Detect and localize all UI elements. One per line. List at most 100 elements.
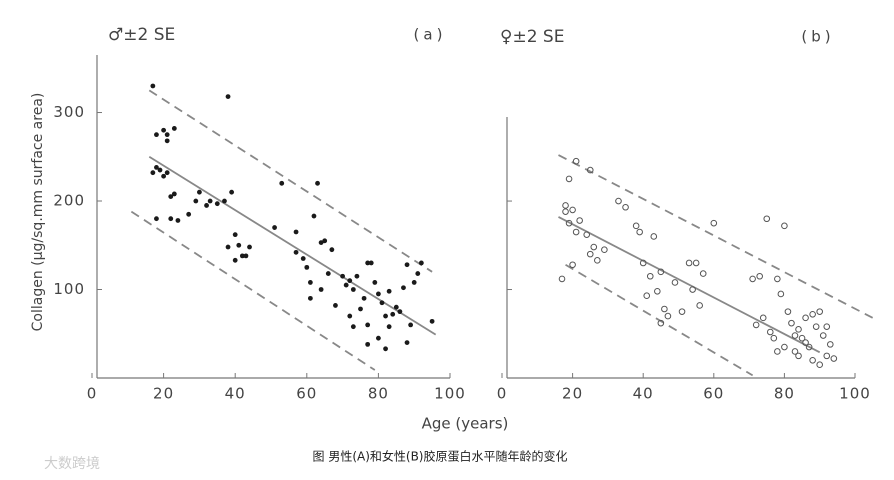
point	[774, 275, 781, 283]
y-tick-label: 300	[53, 103, 85, 121]
point	[186, 211, 192, 217]
point	[318, 240, 324, 246]
point	[565, 175, 573, 183]
point	[586, 166, 594, 174]
point	[784, 308, 792, 315]
panel-title: ♂±2 SE	[108, 25, 175, 45]
point	[788, 319, 795, 327]
point	[795, 352, 802, 360]
point	[150, 83, 156, 89]
point	[379, 300, 385, 306]
point	[826, 341, 834, 348]
point	[225, 244, 231, 250]
point	[791, 348, 799, 355]
point	[594, 257, 601, 264]
point	[272, 225, 277, 230]
point	[376, 291, 381, 297]
point	[232, 257, 238, 263]
point	[819, 332, 827, 339]
x-tick-label: 100	[434, 385, 466, 403]
point	[207, 198, 213, 204]
point	[569, 261, 576, 269]
point	[386, 288, 392, 294]
point	[193, 198, 199, 204]
point	[756, 272, 763, 280]
point	[671, 279, 679, 286]
x-tick-label: 80	[774, 385, 795, 403]
point	[300, 256, 306, 261]
point	[830, 355, 838, 362]
point	[376, 335, 381, 341]
x-tick-label: 40	[225, 385, 246, 403]
point	[411, 280, 417, 285]
point	[315, 180, 320, 186]
point	[565, 219, 573, 227]
point	[293, 229, 299, 235]
panel-label: (a)	[414, 26, 447, 44]
point	[311, 213, 317, 219]
point	[418, 260, 424, 266]
point	[322, 238, 328, 244]
panel-title: ♀±2 SE	[500, 27, 564, 47]
point	[646, 272, 654, 280]
point	[365, 341, 371, 347]
point	[368, 260, 374, 266]
point	[798, 334, 806, 342]
point	[678, 308, 686, 315]
regression-line	[148, 156, 437, 336]
point	[386, 324, 392, 330]
point	[164, 132, 170, 138]
point	[243, 253, 249, 259]
point	[365, 322, 371, 328]
x-tick-label: 60	[296, 385, 317, 403]
point	[325, 271, 331, 276]
point	[770, 334, 778, 342]
point	[823, 323, 831, 330]
point	[572, 157, 580, 165]
point	[615, 197, 622, 205]
point	[692, 259, 700, 267]
point	[766, 328, 774, 336]
point	[664, 312, 672, 320]
point	[350, 324, 356, 330]
point	[401, 285, 406, 291]
point	[168, 194, 174, 199]
point	[759, 314, 767, 322]
regression-line	[558, 216, 821, 354]
point	[696, 302, 703, 309]
x-tick-label: 0	[87, 385, 98, 403]
x-axis-label: Age (years)	[422, 415, 509, 433]
point	[157, 167, 163, 173]
point	[197, 189, 202, 195]
point	[601, 246, 608, 254]
point	[175, 218, 181, 223]
point	[643, 292, 651, 300]
point	[657, 268, 665, 276]
point	[222, 198, 227, 204]
y-tick-label: 100	[53, 280, 85, 298]
point	[354, 273, 360, 279]
x-tick-label: 80	[368, 385, 389, 403]
caption: 图 男性(A)和女性(B)胶原蛋白水平随年龄的变化	[313, 449, 568, 464]
point	[293, 249, 299, 255]
point	[661, 305, 668, 313]
point	[802, 339, 809, 346]
point	[805, 343, 813, 351]
point	[408, 322, 414, 328]
point	[154, 132, 159, 138]
point	[343, 282, 349, 288]
point	[562, 202, 569, 209]
point	[279, 180, 285, 186]
point	[225, 94, 231, 99]
point	[358, 306, 363, 312]
point	[390, 311, 396, 317]
point	[558, 275, 566, 283]
point	[763, 215, 771, 223]
point	[247, 244, 252, 250]
point	[383, 313, 388, 319]
point	[171, 126, 177, 131]
point	[333, 303, 338, 308]
y-tick-label: 200	[53, 192, 85, 210]
point	[365, 260, 371, 266]
point	[383, 346, 388, 352]
